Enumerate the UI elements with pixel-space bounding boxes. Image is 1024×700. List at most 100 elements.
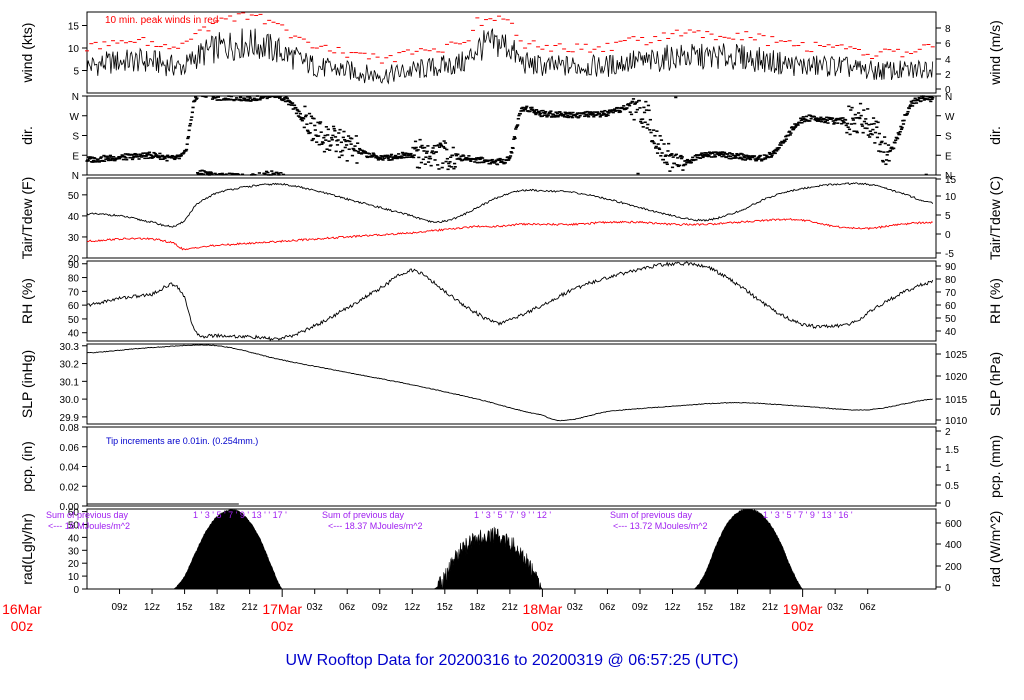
- radiation-daily-sum-value: <--- 16 MJoules/m^2: [48, 521, 130, 531]
- y-tick-label: 30.2: [60, 360, 80, 371]
- radiation-daily-sum-label: Sum of previous day: [46, 510, 129, 520]
- date-label-day: 18Mar: [523, 601, 563, 617]
- y-tick-label-right: 6: [945, 39, 951, 50]
- series-wind-peaks: [85, 12, 935, 64]
- y-tick-label: 5: [73, 67, 79, 78]
- time-tick-label: 06z: [599, 602, 615, 613]
- time-tick-label: 09z: [372, 602, 388, 613]
- y-tick-label-right: 200: [945, 562, 962, 573]
- radiation-area: [173, 509, 283, 590]
- time-tick-label: 15z: [437, 602, 453, 613]
- date-label-day: 17Mar: [262, 601, 302, 617]
- y-tick-label: 50: [68, 520, 80, 531]
- y-tick-label: N: [72, 171, 79, 182]
- time-tick-label: 18z: [209, 602, 225, 613]
- y-tick-label-right: 400: [945, 540, 962, 551]
- y-axis-label-right: rad (W/m^2): [987, 511, 1003, 588]
- y-tick-label-right: 1.5: [945, 445, 959, 456]
- y-axis-label-right: Tair/Tdew (C): [987, 176, 1003, 260]
- series-radiation: [173, 508, 804, 591]
- y-axis-label-left: SLP (inHg): [19, 350, 35, 418]
- y-tick-label: 50: [68, 315, 80, 326]
- y-axis-label-right: dir.: [987, 126, 1003, 145]
- y-tick-label: 29.9: [60, 413, 80, 424]
- y-tick-label-right: 0: [945, 499, 951, 510]
- chart-title: UW Rooftop Data for 20200316 to 20200319…: [286, 652, 739, 669]
- date-label-hour: 00z: [531, 618, 554, 634]
- y-tick-label: 30.1: [60, 377, 80, 388]
- time-tick-label: 06z: [860, 602, 876, 613]
- y-tick-label-right: 2: [945, 70, 951, 81]
- radiation-hour-marks: 1 ' 3 ' 5 ' 7 ' 9 ' 13 ' 16 ': [763, 510, 853, 520]
- radiation-daily-sum-label: Sum of previous day: [322, 510, 405, 520]
- time-tick-label: 12z: [144, 602, 160, 613]
- y-axis-label-right: RH (%): [987, 278, 1003, 324]
- time-tick-label: 12z: [404, 602, 420, 613]
- y-tick-label: 30: [68, 233, 80, 244]
- y-tick-label: 80: [68, 274, 80, 285]
- panel-frame: [86, 95, 937, 176]
- y-tick-label-right: 15: [945, 175, 957, 186]
- radiation-area: [432, 526, 544, 591]
- y-tick-label: W: [70, 112, 80, 123]
- precip-annotation: Tip increments are 0.01in. (0.254mm.): [106, 436, 258, 446]
- wind-annotation: 10 min. peak winds in red: [105, 15, 218, 26]
- radiation-hour-marks: 1 ' 3 ' 5 ' 7 ' 9 ' ' 12 ': [474, 510, 551, 520]
- y-tick-label-right: 60: [945, 301, 957, 312]
- time-axis: 09z 12z 15z 18z 21z 03z 06z 09z 12z 15z 18z 21z 03z 0…: [2, 589, 876, 634]
- y-tick-label: 10: [68, 44, 80, 55]
- y-tick-label-right: 0: [945, 583, 951, 594]
- y-tick-label-right: 2: [945, 427, 951, 438]
- time-tick-label: 12z: [664, 602, 680, 613]
- panel-frame: [86, 343, 937, 425]
- y-tick-label: 40: [68, 212, 80, 223]
- series-pressure-line: [86, 344, 933, 422]
- y-tick-label: 15: [68, 22, 80, 33]
- date-label-day: 19Mar: [783, 601, 823, 617]
- y-tick-label-right: 1015: [945, 395, 968, 406]
- y-tick-label: 0.02: [60, 482, 80, 493]
- y-axis-label-right: wind (m/s): [987, 20, 1003, 86]
- panel-frame: [86, 11, 937, 94]
- time-tick-label: 18z: [469, 602, 485, 613]
- y-axis-label-left: pcp. (in): [19, 441, 35, 492]
- series-rh-line: [86, 261, 934, 342]
- y-axis-label-right: pcp. (mm): [987, 435, 1003, 498]
- time-tick-label: 09z: [632, 602, 648, 613]
- y-tick-label: N: [72, 92, 79, 103]
- y-axis-label-right: SLP (hPa): [987, 352, 1003, 416]
- y-tick-label-right: 8: [945, 24, 951, 35]
- y-tick-label-right: N: [945, 92, 952, 103]
- panel-pressure: 29.9 30.0 30.1 30.2 30.3 1010 1015 1020 1025 SLP …: [19, 342, 1003, 427]
- series-wind-line: [86, 28, 934, 85]
- y-tick-label: 10: [68, 572, 80, 583]
- time-tick-label: 03z: [567, 602, 583, 613]
- y-tick-label-right: 1025: [945, 350, 968, 361]
- radiation-daily-sum-value: <--- 13.72 MJoules/m^2: [613, 521, 708, 531]
- y-tick-label: 40: [68, 329, 80, 340]
- time-tick-label: 15z: [177, 602, 193, 613]
- y-tick-label-right: 5: [945, 211, 951, 222]
- y-tick-label: 50: [68, 191, 80, 202]
- time-tick-label: 09z: [111, 602, 127, 613]
- y-tick-label: 20: [68, 559, 80, 570]
- y-tick-label-right: 600: [945, 519, 962, 530]
- panel-precipitation: 0.00 0.02 0.04 0.06 0.08 0 0.5 1 1.5 2 pcp. (in) pc…: [19, 423, 1003, 513]
- date-label-hour: 00z: [11, 618, 34, 634]
- y-tick-label-right: -5: [945, 249, 954, 260]
- y-tick-label: 60: [68, 301, 80, 312]
- y-axis-label-left: rad(Lgly/hr): [19, 513, 35, 585]
- y-tick-label-right: 1020: [945, 372, 968, 383]
- time-tick-label: 21z: [502, 602, 518, 613]
- y-tick-label-right: 90: [945, 262, 957, 273]
- y-tick-label-right: N: [945, 171, 952, 182]
- y-tick-label-right: 0: [945, 230, 951, 241]
- radiation-daily-sum-label: Sum of previous day: [610, 510, 693, 520]
- y-tick-label: 60: [68, 508, 80, 519]
- y-tick-label: S: [72, 132, 79, 143]
- y-tick-label: 40: [68, 533, 80, 544]
- y-axis-label-left: RH (%): [19, 278, 35, 324]
- radiation-hour-marks: 1 ' 3 ' 5 ' 7 ' 9 ' 13 ' ' 17 ': [193, 510, 287, 520]
- y-axis-label-left: wind (kts): [19, 23, 35, 84]
